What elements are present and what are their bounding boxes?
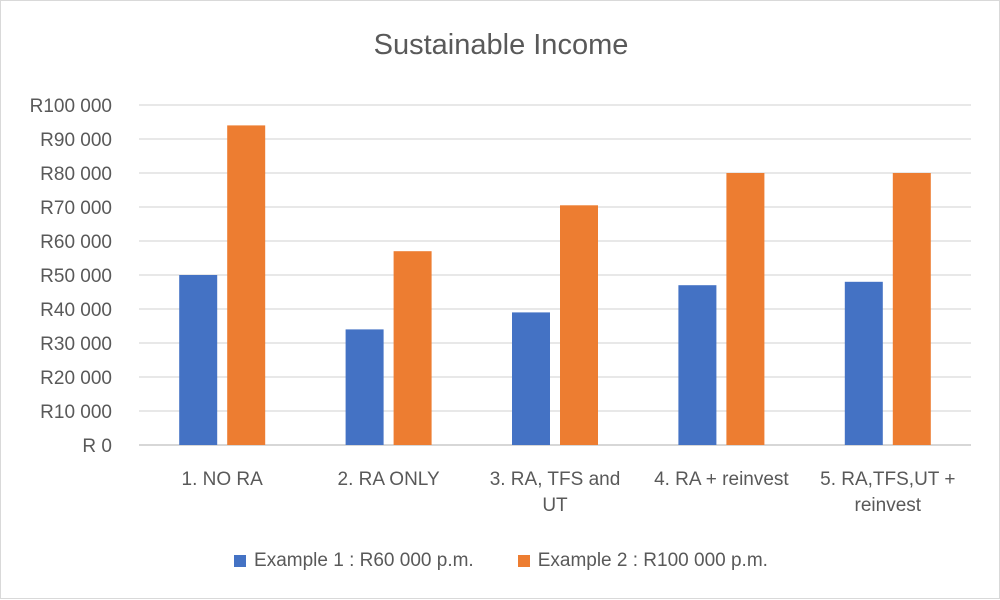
y-tick-label: R100 000 [30, 96, 112, 117]
bar-series-2 [892, 173, 931, 445]
legend-swatch-example-1 [234, 555, 247, 567]
x-category-label: 3. RA, TFS and UT [490, 469, 621, 516]
y-tick-label: R40 000 [40, 300, 112, 321]
legend-label-example-2: Example 2 : R100 000 p.m. [537, 550, 768, 571]
y-tick-label: R 0 [82, 436, 112, 457]
x-category-label: 4. RA + reinvest [654, 469, 789, 490]
bar-series-1 [512, 312, 550, 445]
y-tick-label: R20 000 [40, 368, 112, 389]
bar-series-2 [560, 205, 598, 445]
x-category-label: 5. RA,TFS,UT + reinvest [820, 469, 955, 516]
y-tick-label: R50 000 [40, 266, 112, 287]
legend-label-example-1: Example 1 : R60 000 p.m. [254, 550, 474, 571]
legend-item-example-1: Example 1 : R60 000 p.m. [234, 550, 474, 572]
legend-swatch-example-2 [517, 555, 530, 567]
y-tick-label: R70 000 [40, 198, 112, 219]
x-category-label: 1. NO RA [182, 469, 264, 490]
chart-title: Sustainable Income [373, 29, 629, 61]
y-tick-label: R60 000 [40, 232, 112, 253]
y-tick-label: R80 000 [40, 164, 112, 185]
x-category-label: 2. RA ONLY [338, 469, 440, 490]
bar-series-1 [179, 275, 218, 445]
bar-series-2 [726, 173, 765, 445]
y-tick-label: R10 000 [40, 402, 112, 423]
bar-series-1 [844, 281, 883, 445]
bar-series-1 [345, 329, 384, 445]
y-tick-label: R90 000 [40, 130, 112, 151]
chart-legend: Example 1 : R60 000 p.m. Example 2 : R10… [1, 550, 1000, 572]
legend-item-example-2: Example 2 : R100 000 p.m. [517, 550, 768, 572]
bar-series-2 [227, 125, 266, 446]
bar-series-1 [678, 285, 717, 445]
y-tick-label: R30 000 [40, 334, 112, 355]
bar-series-2 [393, 251, 432, 445]
